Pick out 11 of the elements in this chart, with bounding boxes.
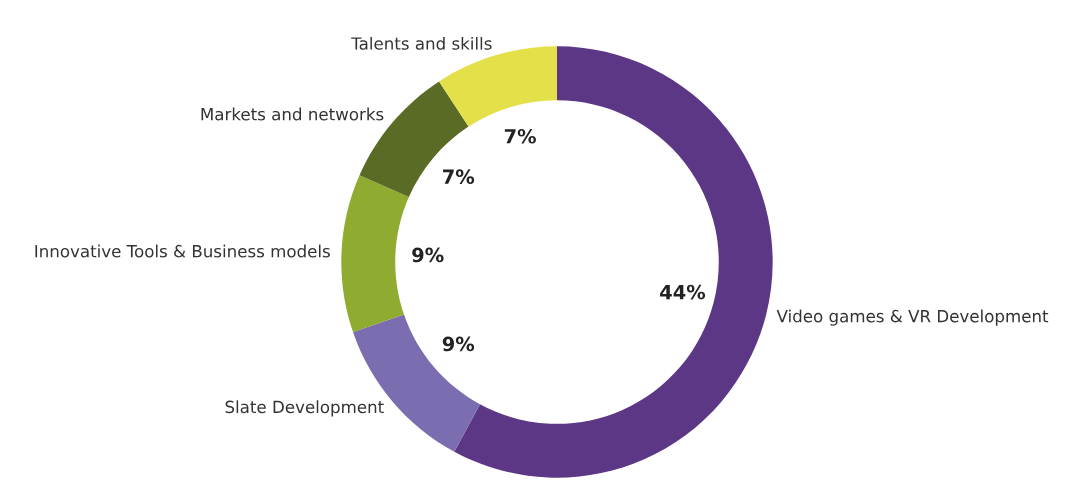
slice-label: Markets and networks <box>201 107 384 121</box>
slice-label: Talents and skills <box>351 36 492 50</box>
slice-label: Innovative Tools & Business models <box>35 244 330 258</box>
data-label: 9% <box>442 336 475 352</box>
data-label: 9% <box>412 247 444 263</box>
slice-label: Slate Development <box>225 400 384 417</box>
data-label: 7% <box>443 169 475 184</box>
donut-slice <box>341 175 409 333</box>
slice-label: Video games & VR Development <box>776 309 1049 326</box>
data-label: 7% <box>504 128 536 144</box>
data-label: 44% <box>660 284 706 300</box>
